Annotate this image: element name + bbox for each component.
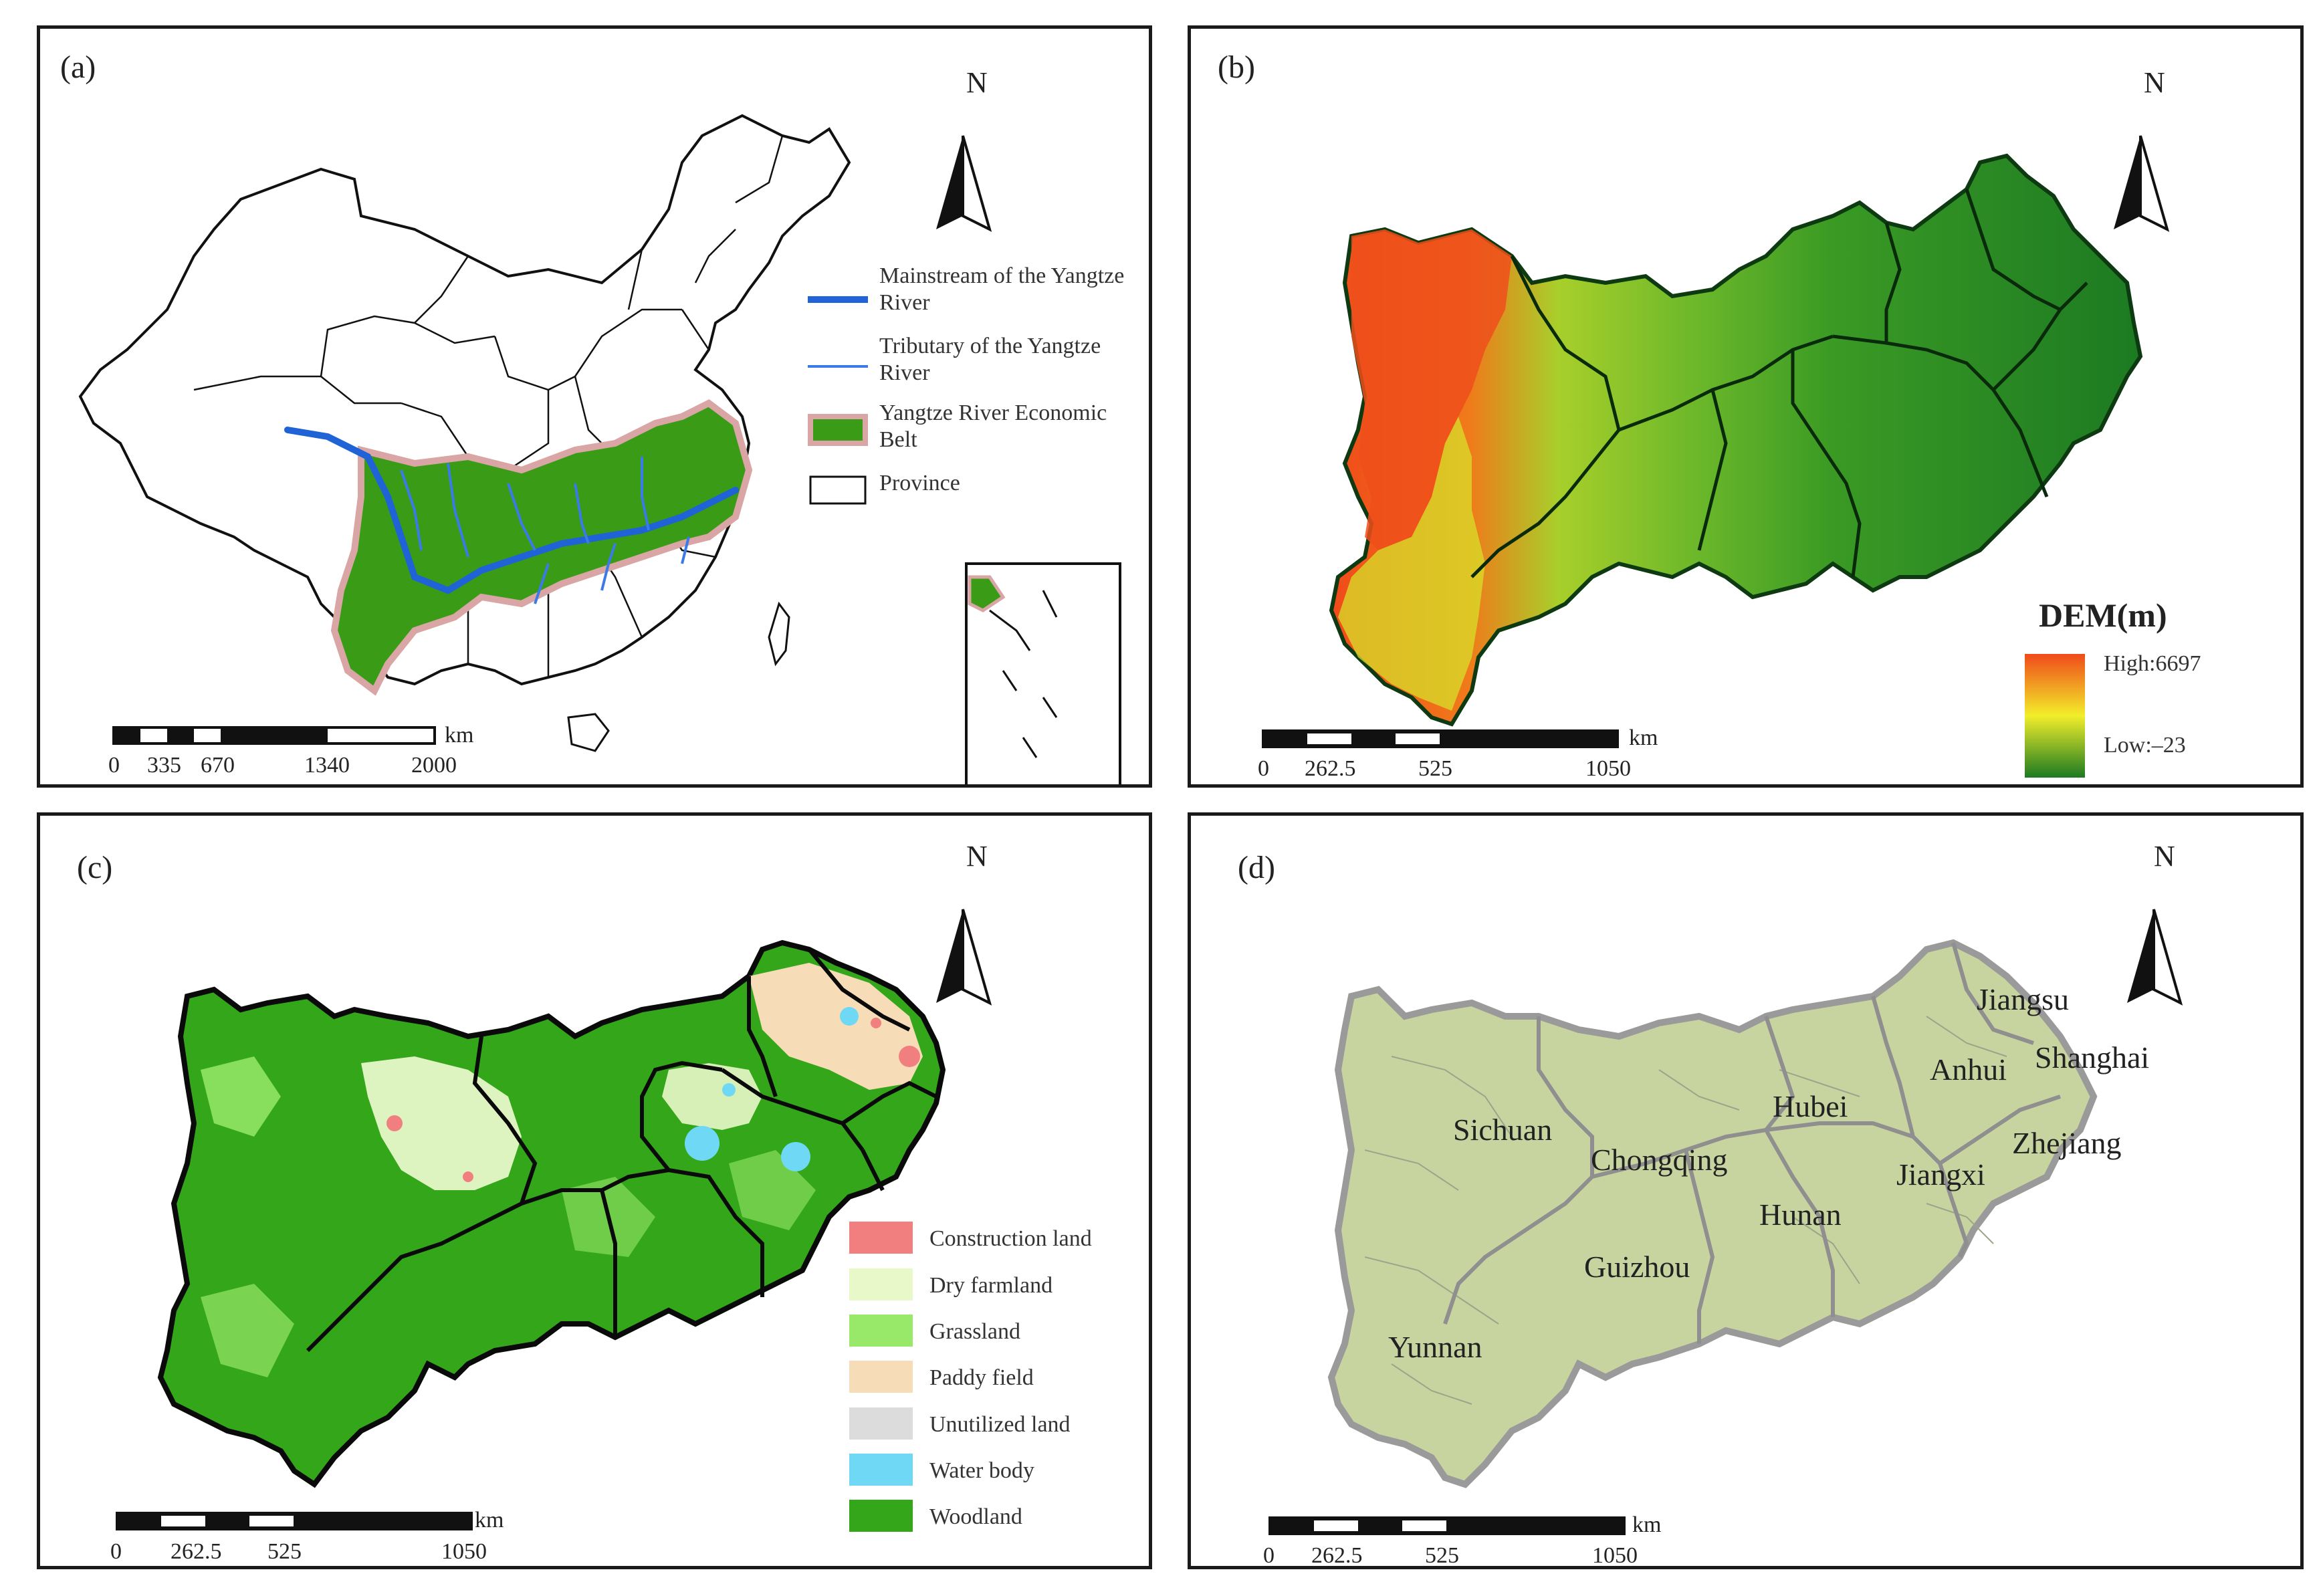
north-label: N	[2144, 66, 2165, 99]
dem-legend-ramp	[2025, 654, 2085, 778]
province-map: Jiangsu Shanghai Anhui Hubei Zhejiang Si…	[1268, 909, 2183, 1535]
yangtze-tributaries	[400, 457, 690, 604]
dem-highland	[1351, 229, 1512, 550]
lake-water-body	[781, 1142, 810, 1171]
panel-d-province-map: (d)	[1188, 812, 2304, 1569]
hainan-island	[567, 713, 610, 752]
grassland-patch	[201, 1284, 294, 1377]
dem-high-label: High:6697	[2104, 651, 2201, 676]
north-arrow	[936, 135, 992, 232]
legend-dry-farmland: Dry farmland	[929, 1273, 1053, 1298]
landuse-province-boundaries	[306, 948, 937, 1353]
yangtze-mainstream	[284, 427, 739, 594]
scale-unit: km	[1629, 725, 1658, 750]
legend-construction-land: Construction land	[929, 1226, 1092, 1251]
lake-water-body	[722, 1083, 736, 1097]
dem-province-boundaries	[1470, 189, 2088, 578]
landuse-map	[116, 909, 992, 1532]
scale-bar	[1268, 1516, 1626, 1535]
construction-patch	[899, 1046, 920, 1067]
construction-patch	[871, 1018, 881, 1028]
scale-tick: 0	[110, 1539, 122, 1564]
label-anhui: Anhui	[1930, 1052, 2007, 1087]
grassland-patch	[201, 1056, 281, 1137]
scale-tick: 0	[1258, 756, 1269, 781]
label-shanghai: Shanghai	[2035, 1040, 2149, 1074]
label-sichuan: Sichuan	[1453, 1113, 1552, 1147]
panel-a-label: (a)	[60, 49, 96, 85]
north-arrow	[936, 909, 992, 1006]
label-jiangsu: Jiangsu	[1977, 982, 2069, 1016]
north-label: N	[966, 840, 988, 873]
scale-tick: 525	[267, 1539, 302, 1564]
scale-unit: km	[1632, 1512, 1662, 1537]
landuse-legend-swatches	[849, 1222, 913, 1532]
panel-c-label: (c)	[77, 850, 113, 885]
north-label: N	[2154, 840, 2175, 873]
legend-province-label: Province	[879, 471, 960, 495]
dem-low-label: Low:–23	[2104, 733, 2186, 758]
panel-a-location-map: (a)	[37, 25, 1152, 788]
north-arrow	[2127, 909, 2183, 1006]
label-hubei: Hubei	[1773, 1089, 1848, 1123]
scale-bar	[1262, 729, 1619, 748]
scale-tick: 0	[1263, 1543, 1275, 1568]
jiangsu-anhui-paddy	[749, 963, 923, 1090]
panel-d-label: (d)	[1238, 850, 1275, 885]
lake-water-body	[840, 1007, 859, 1026]
scale-tick: 262.5	[171, 1539, 222, 1564]
scale-tick: 1340	[304, 753, 350, 778]
label-hunan: Hunan	[1759, 1198, 1842, 1232]
legend-tributary-label: Tributary of the Yangtze River	[879, 334, 1101, 385]
dem-yellow-band	[1338, 417, 1485, 711]
legend-symbols	[808, 296, 868, 505]
north-label: N	[966, 66, 988, 99]
legend-economic-belt-label: Yangtze River Economic Belt	[879, 401, 1107, 452]
label-jiangxi: Jiangxi	[1896, 1157, 1985, 1191]
scale-tick: 262.5	[1311, 1543, 1363, 1568]
scale-tick: 1050	[1585, 756, 1631, 781]
scale-unit: km	[445, 723, 474, 748]
legend-mainstream-label: Mainstream of the Yangtze River	[879, 263, 1125, 315]
legend-woodland: Woodland	[929, 1504, 1022, 1529]
county-boundaries	[1364, 1016, 2007, 1405]
scale-tick: 2000	[411, 753, 457, 778]
dem-legend-title: DEM(m)	[2039, 596, 2167, 634]
scale-bar	[112, 726, 436, 745]
scale-bar	[116, 1512, 473, 1530]
scale-tick: 525	[1425, 1543, 1459, 1568]
panel-b-label: (b)	[1218, 49, 1255, 85]
label-chongqing: Chongqing	[1591, 1143, 1727, 1177]
province-boundaries	[1443, 942, 2061, 1344]
scale-tick: 1050	[1592, 1543, 1638, 1568]
dem-map	[1262, 135, 2170, 778]
label-yunnan: Yunnan	[1388, 1330, 1482, 1364]
lake-water-body	[685, 1126, 720, 1161]
scale-tick: 335	[147, 753, 181, 778]
label-guizhou: Guizhou	[1584, 1250, 1690, 1284]
legend-paddy-field: Paddy field	[929, 1365, 1034, 1390]
construction-patch	[386, 1115, 403, 1131]
taiwan-island	[768, 601, 790, 667]
legend-unutilized-land: Unutilized land	[929, 1412, 1071, 1437]
scale-tick: 1050	[441, 1539, 487, 1564]
label-zhejiang: Zhejiang	[2012, 1126, 2122, 1160]
scale-tick: 0	[108, 753, 120, 778]
panel-c-landuse-map: (c)	[37, 812, 1152, 1569]
north-arrow	[2114, 135, 2170, 232]
scale-tick: 525	[1418, 756, 1452, 781]
legend-water-body: Water body	[929, 1458, 1034, 1483]
construction-patch	[463, 1171, 473, 1182]
yangtze-belt-provinces	[1327, 939, 2098, 1488]
scale-tick: 670	[201, 753, 235, 778]
china-map	[78, 114, 1121, 784]
panel-b-dem-map: (b)	[1188, 25, 2304, 788]
scale-unit: km	[475, 1508, 504, 1532]
scale-tick: 262.5	[1305, 756, 1356, 781]
legend-grassland: Grassland	[929, 1319, 1020, 1344]
